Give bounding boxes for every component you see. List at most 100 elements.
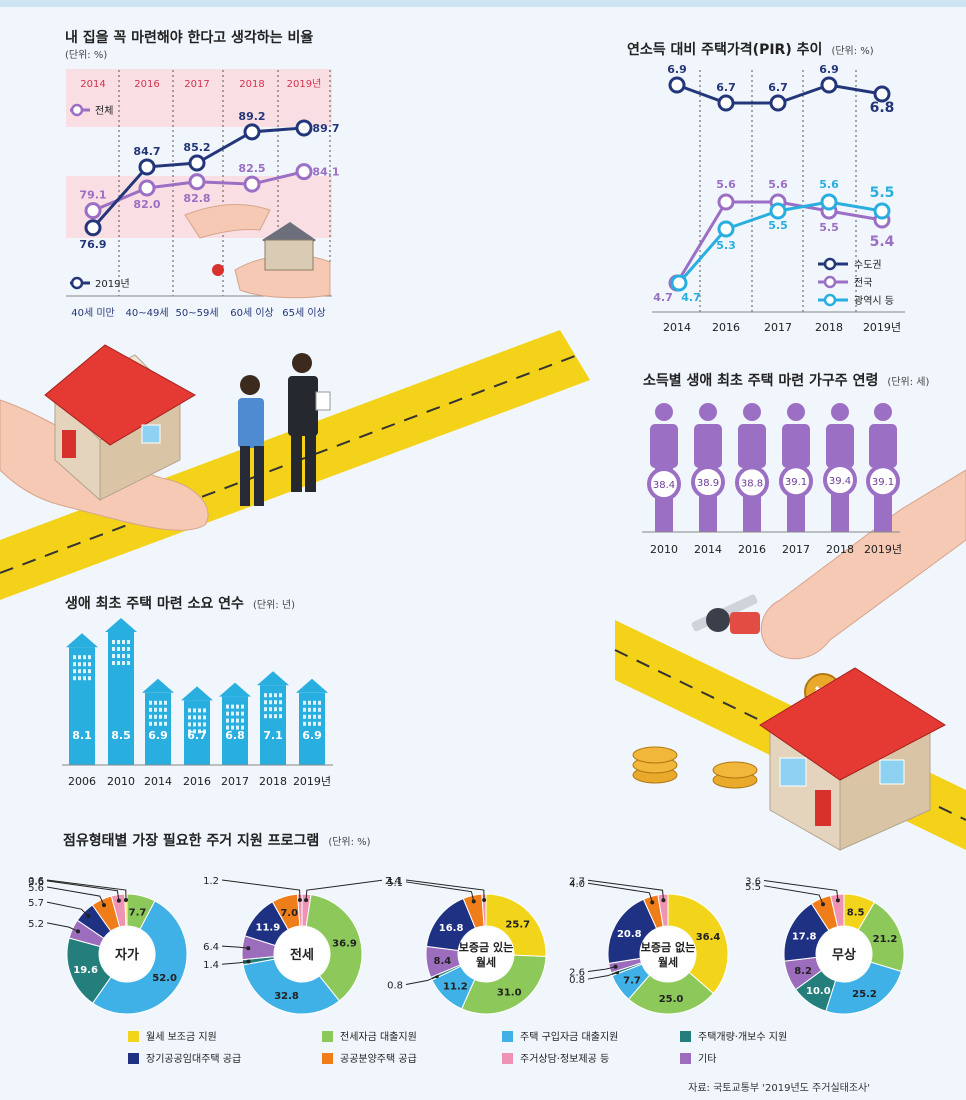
chart4-window xyxy=(236,704,239,709)
chart5-donut-segment xyxy=(667,893,729,995)
chart5-donut-label: 보증금 있는 xyxy=(459,941,513,954)
chart3-value-label: 39.1 xyxy=(872,477,894,488)
chart4-window xyxy=(303,714,306,719)
chart4-window xyxy=(203,715,206,720)
chart1-legend-total-label: 전체 xyxy=(95,105,113,117)
chart5-segment-label: 25.7 xyxy=(505,920,530,931)
chart1-total-point xyxy=(243,175,261,193)
chart4-bar xyxy=(69,647,95,765)
chart5-leader-line xyxy=(587,879,664,901)
chart5-leader-dot xyxy=(661,898,666,903)
chart1-category-label: 40세 미만 xyxy=(71,307,115,319)
chart4-window xyxy=(73,662,76,667)
chart3-person-head xyxy=(743,403,761,421)
chart3-title-text: 소득별 생애 최초 주택 마련 가구주 연령 xyxy=(643,372,878,389)
chart2-point xyxy=(769,94,787,112)
chart4-window xyxy=(83,669,86,674)
illustration-handshake xyxy=(0,330,590,600)
chart4-window xyxy=(88,662,91,667)
chart5-leader-dot xyxy=(613,964,618,969)
chart4-window xyxy=(73,669,76,674)
chart4-window xyxy=(159,714,162,719)
chart-housing-support: 점유형태별 가장 필요한 주거 지원 프로그램 (단위: %) 7.7 52.0 1… xyxy=(28,832,905,1065)
chart4-window xyxy=(231,711,234,716)
chart2-value-label: 5.4 xyxy=(870,234,895,250)
chart4-window xyxy=(198,722,201,727)
chart2-category-label: 2018 xyxy=(815,321,843,334)
chart3-person-head xyxy=(874,403,892,421)
chart4-window xyxy=(73,676,76,681)
chart2-value-label: 5.5 xyxy=(819,221,839,234)
chart2-value-label: 5.5 xyxy=(870,185,895,201)
chart5-donut-segment xyxy=(461,954,547,1015)
chart4-window xyxy=(78,669,81,674)
chart4-window xyxy=(274,714,277,719)
chart5-segment-label: 7.7 xyxy=(623,975,641,986)
chart2-value-label: 6.8 xyxy=(870,100,895,116)
chart5-leader-dot xyxy=(102,903,107,908)
chart1-total-value-label: 82.8 xyxy=(183,192,210,205)
chart1-year-label: 2019년 xyxy=(287,78,322,90)
chart4-bar-roof xyxy=(105,618,137,632)
chart5-donut-hole xyxy=(100,927,154,981)
chart1-total-point xyxy=(84,202,102,220)
chart4-window xyxy=(303,721,306,726)
chart4-window xyxy=(236,725,239,730)
chart5-segment-label: 2.4 xyxy=(385,876,401,887)
chart5-legend-label: 공공분양주택 공급 xyxy=(340,1053,417,1065)
chart1-year-label: 2018 xyxy=(239,79,264,90)
chart4-window xyxy=(269,707,272,712)
chart5-leader-line xyxy=(46,880,120,901)
chart2-category-label: 2014 xyxy=(663,321,691,334)
chart4-window xyxy=(159,721,162,726)
chart4-window xyxy=(313,700,316,705)
chart5-leader-line xyxy=(46,879,127,901)
chart4-window xyxy=(164,707,167,712)
chart4-category-label: 2018 xyxy=(259,775,287,788)
chart5-legend-swatch xyxy=(128,1031,139,1042)
chart4-window xyxy=(264,700,267,705)
chart4-window xyxy=(149,721,152,726)
chart4-window xyxy=(78,676,81,681)
chart4-window xyxy=(112,661,115,665)
chart4-window xyxy=(198,715,201,720)
chart5-donut-segment xyxy=(829,893,845,928)
chart1-legend-total: 전체 xyxy=(70,103,113,117)
chart5-donut-hole xyxy=(817,927,871,981)
chart4-window xyxy=(112,647,115,651)
chart1-category-label: 65세 이상 xyxy=(282,307,326,319)
chart1-age-value-label: 85.2 xyxy=(183,141,210,154)
chart4-window xyxy=(164,700,167,705)
chart4-value-label: 6.7 xyxy=(187,729,207,742)
chart2-point xyxy=(670,274,688,292)
chart1-age-point xyxy=(84,219,102,237)
chart5-segment-label: 4.0 xyxy=(569,879,585,890)
chart4-value-label: 7.1 xyxy=(263,729,283,742)
chart2-value-label: 5.6 xyxy=(716,178,736,191)
chart5-segment-label: 0.6 xyxy=(28,876,44,887)
chart3-value-badge xyxy=(779,464,813,499)
chart1-total-point xyxy=(138,179,156,197)
chart2-category-label: 2016 xyxy=(712,321,740,334)
chart1-year-label: 2014 xyxy=(80,79,105,90)
chart4-window xyxy=(164,721,167,726)
chart3-person-body xyxy=(869,424,897,468)
chart4-window xyxy=(83,655,86,660)
chart4-window xyxy=(318,714,321,719)
chart5-legend-swatch xyxy=(502,1031,513,1042)
chart3-title: 소득별 생애 최초 주택 마련 가구주 연령 (단위: 세) xyxy=(643,370,929,389)
chart4-window xyxy=(154,714,157,719)
chart5-leader-line xyxy=(46,901,89,917)
chart1-age-value-label: 89.2 xyxy=(238,110,265,123)
chart1-age-point xyxy=(243,123,261,141)
chart4-window xyxy=(274,693,277,698)
chart5-donut-segment xyxy=(627,971,714,1015)
chart-ownership-rate: 내 집을 꼭 마련해야 한다고 생각하는 비율 (단위: %) 2014 2016… xyxy=(65,29,340,319)
chart3-value-label: 38.8 xyxy=(741,478,763,489)
chart4-bar-roof xyxy=(257,671,289,686)
chart5-segment-label: 0.8 xyxy=(569,975,585,986)
chart5-legend-label: 장기공공임대주택 공급 xyxy=(146,1052,241,1065)
chart5-segment-label: 2.7 xyxy=(569,876,585,887)
chart4-window xyxy=(231,704,234,709)
